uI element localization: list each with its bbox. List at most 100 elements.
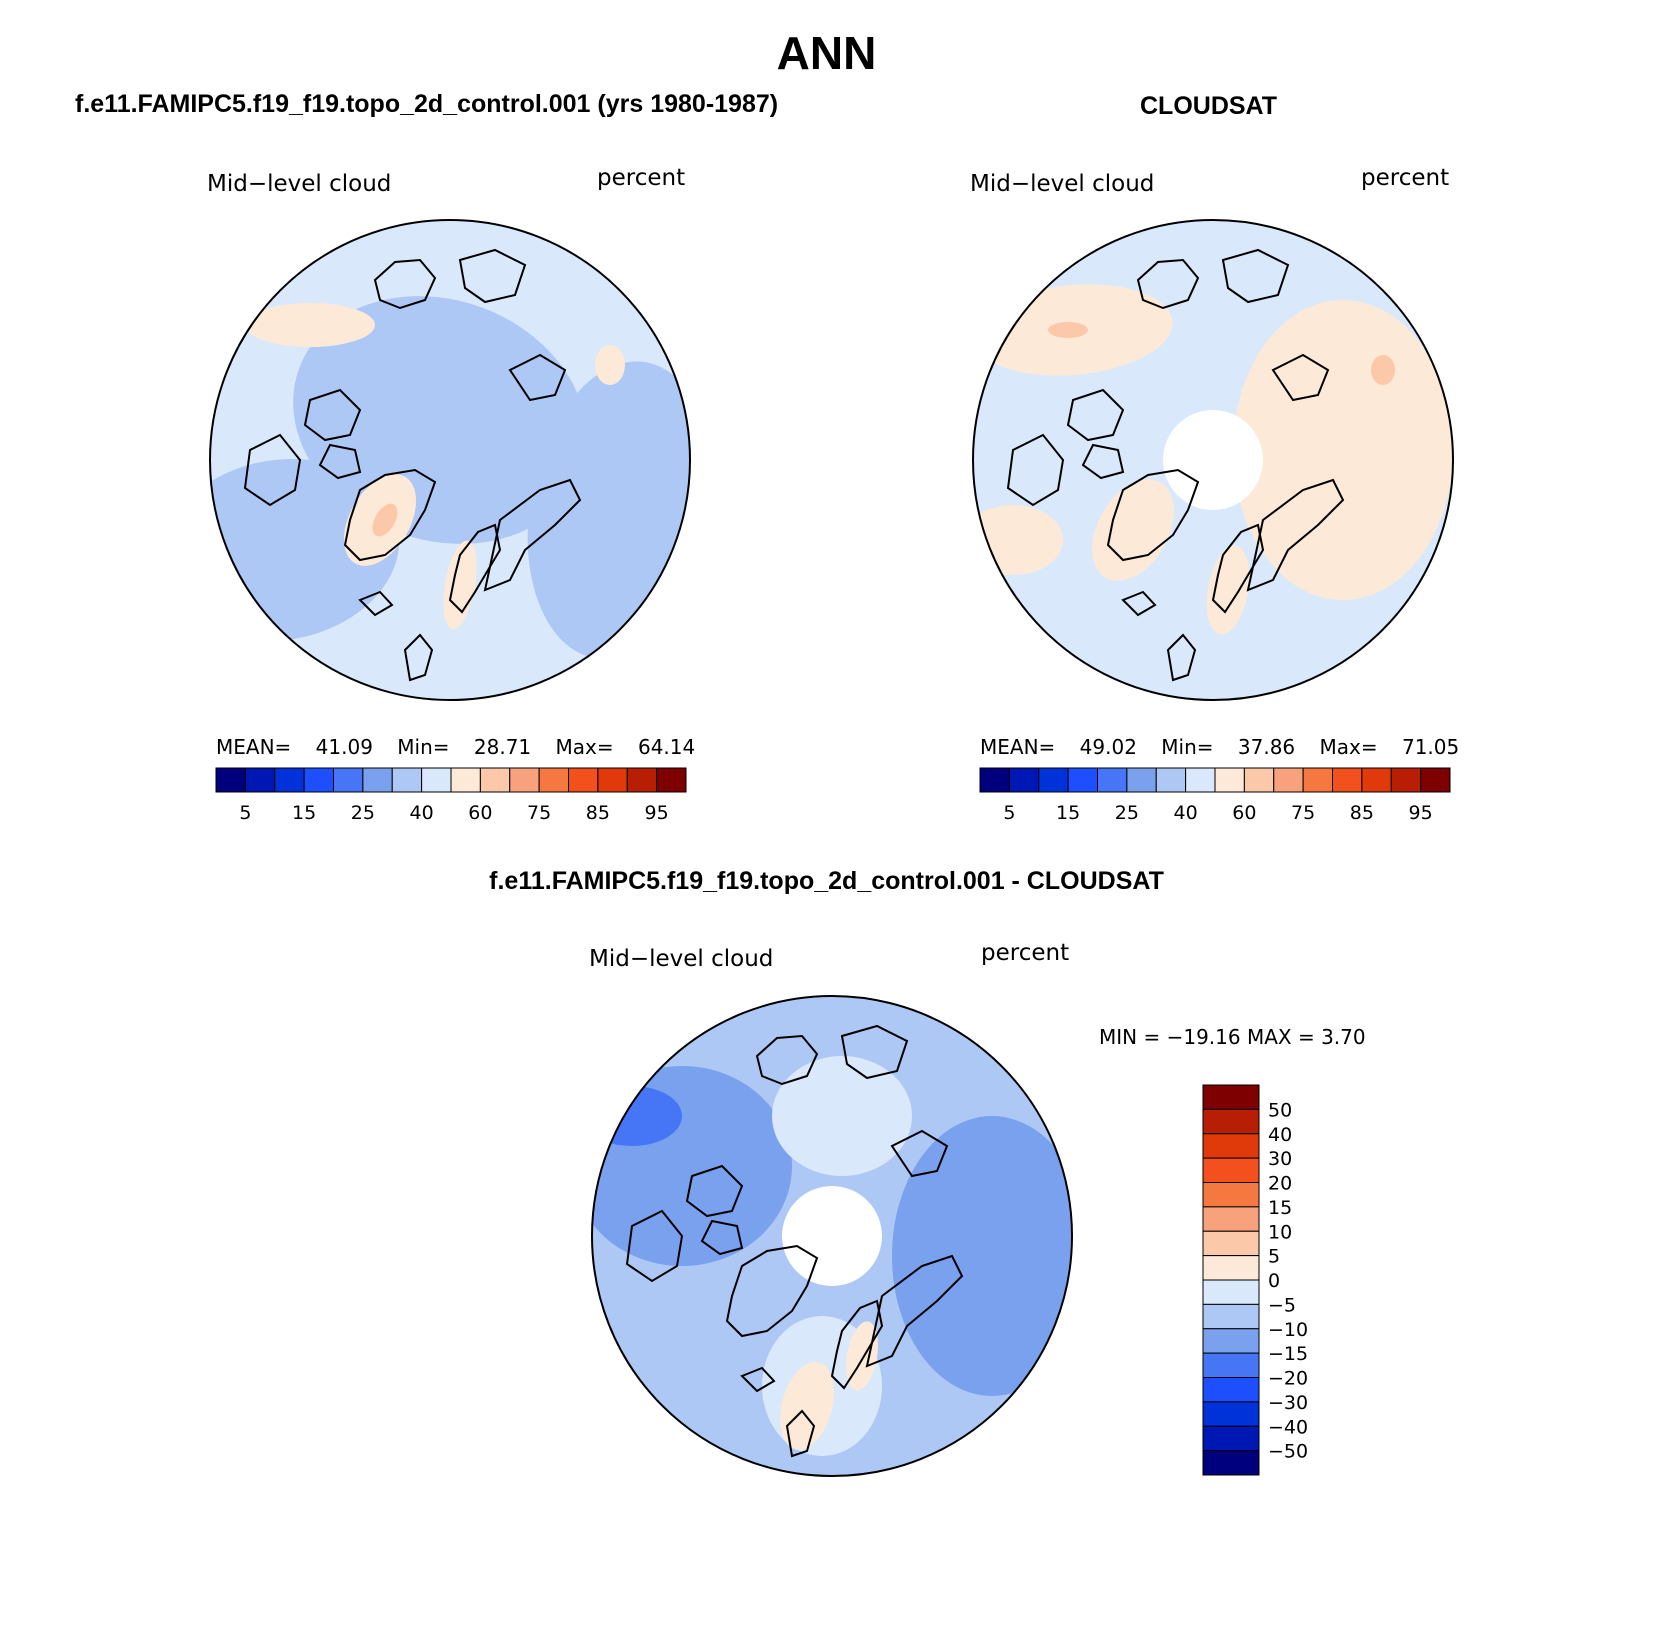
obs-colorbar-swatch-2 <box>1038 767 1069 793</box>
diff-colorbar-level-6: 5 <box>1268 1246 1280 1268</box>
model-min-value: 28.71 <box>473 735 532 759</box>
coastline-2 <box>1066 388 1125 442</box>
obs-colorbar-swatch-10 <box>1273 767 1304 793</box>
diff-colorbar-swatch-4 <box>1202 1182 1260 1208</box>
coastline-0 <box>725 1244 819 1338</box>
obs-units-label: percent <box>1361 165 1450 191</box>
model-max-value: 64.14 <box>637 735 696 759</box>
obs-min-label: Min= <box>1161 735 1214 759</box>
obs-colorbar-swatch-11 <box>1302 767 1333 793</box>
obs-colorbar-swatch-9 <box>1243 767 1275 793</box>
diff-colorbar-level-11: −20 <box>1268 1368 1308 1390</box>
model-colorbar-swatch-0 <box>215 767 246 793</box>
diff-colorbar-level-8: −5 <box>1268 1294 1296 1316</box>
obs-field-region-alaska <box>973 505 1063 575</box>
model-colorbar-swatch-15 <box>656 767 687 793</box>
obs-field-region-siberia-core <box>1371 355 1395 385</box>
diff-variable-label: Mid−level cloud <box>589 946 774 972</box>
model-colorbar-tick-3: 40 <box>410 802 434 824</box>
diff-colorbar-level-10: −15 <box>1268 1343 1308 1365</box>
coastline-6 <box>243 433 302 507</box>
obs-colorbar-tick-2: 25 <box>1115 802 1139 824</box>
obs-polar-map <box>972 219 1454 701</box>
obs-colorbar-tick-4: 60 <box>1232 802 1256 824</box>
obs-colorbar-tick-7: 95 <box>1409 802 1433 824</box>
model-mean-label: MEAN= <box>216 735 292 759</box>
diff-polar-map <box>591 995 1073 1477</box>
model-colorbar-swatch-11 <box>538 767 569 793</box>
model-colorbar-swatch-14 <box>626 767 658 793</box>
obs-mean-value: 49.02 <box>1079 735 1137 759</box>
diff-colorbar-level-14: −50 <box>1268 1441 1308 1463</box>
diff-colorbar-swatch-7 <box>1202 1255 1260 1281</box>
obs-colorbar-swatch-14 <box>1390 767 1422 793</box>
obs-mean-label: MEAN= <box>980 735 1056 759</box>
obs-colorbar-swatch-0 <box>979 767 1010 793</box>
coastline-9 <box>1246 478 1345 592</box>
model-field-region-siberia <box>595 345 625 385</box>
model-colorbar-swatch-13 <box>597 767 628 793</box>
diff-map-field <box>592 996 1072 1476</box>
coastline-2 <box>685 1164 744 1218</box>
obs-colorbar-swatch-5 <box>1126 767 1157 793</box>
diff-colorbar-swatch-11 <box>1202 1352 1260 1378</box>
coastline-7 <box>403 633 434 682</box>
diff-colorbar-swatch-10 <box>1202 1328 1260 1354</box>
coastline-8 <box>1121 590 1157 617</box>
coastline-0 <box>343 468 437 562</box>
model-colorbar-tick-0: 5 <box>239 802 251 824</box>
model-colorbar-tick-1: 15 <box>292 802 316 824</box>
coastline-4 <box>1136 258 1200 310</box>
obs-map-border <box>972 219 1454 701</box>
diff-panel-title: f.e11.FAMIPC5.f19_f19.topo_2d_control.00… <box>489 867 1164 895</box>
model-colorbar-tick-6: 85 <box>586 802 610 824</box>
model-stats: MEAN= 41.09 Min= 28.71 Max= 64.14 <box>216 735 695 759</box>
coastline-3 <box>318 443 362 480</box>
obs-max-label: Max= <box>1319 735 1378 759</box>
diff-colorbar-swatch-15 <box>1202 1450 1260 1476</box>
model-map-field <box>210 220 690 700</box>
coastline-5 <box>458 248 527 304</box>
model-colorbar-tick-2: 25 <box>351 802 375 824</box>
model-colorbar-tick-7: 95 <box>645 802 669 824</box>
obs-panel-title: CLOUDSAT <box>1140 92 1278 120</box>
diff-colorbar-level-4: 15 <box>1268 1197 1292 1219</box>
model-field-region-greenland-core <box>372 503 398 537</box>
coastline-2 <box>303 388 362 442</box>
obs-colorbar-tick-1: 15 <box>1056 802 1080 824</box>
coastline-7 <box>785 1409 816 1458</box>
obs-colorbar-swatch-3 <box>1067 767 1098 793</box>
model-colorbar-swatch-2 <box>274 767 305 793</box>
obs-field-region-siberia <box>1233 300 1453 600</box>
diff-colorbar-level-13: −40 <box>1268 1416 1308 1438</box>
model-colorbar-swatch-8 <box>450 767 481 793</box>
model-colorbar-swatch-10 <box>509 767 540 793</box>
model-variable-label: Mid−level cloud <box>207 171 392 197</box>
obs-colorbar-tick-0: 5 <box>1003 802 1015 824</box>
obs-max-value: 71.05 <box>1401 735 1460 759</box>
coastline-6 <box>1006 433 1065 507</box>
obs-map-field <box>973 220 1453 700</box>
coastline-9 <box>865 1254 964 1368</box>
model-max-label: Max= <box>555 735 614 759</box>
obs-colorbar-tick-3: 40 <box>1174 802 1198 824</box>
diff-colorbar-swatch-3 <box>1202 1157 1260 1183</box>
diff-colorbar-swatch-12 <box>1202 1377 1260 1403</box>
model-min-label: Min= <box>397 735 450 759</box>
diff-colorbar-level-5: 10 <box>1268 1221 1292 1243</box>
coastline-10 <box>1271 353 1330 402</box>
obs-colorbar-swatch-15 <box>1420 767 1451 793</box>
model-panel-title: f.e11.FAMIPC5.f19_f19.topo_2d_control.00… <box>75 90 779 118</box>
obs-colorbar-swatch-4 <box>1097 767 1128 793</box>
obs-colorbar: 5 15 25 40 60 75 85 95 <box>979 767 1451 824</box>
coastline-1 <box>448 523 502 614</box>
diff-colorbar-swatch-2 <box>1202 1133 1260 1159</box>
obs-colorbar-tick-5: 75 <box>1291 802 1315 824</box>
obs-variable-label: Mid−level cloud <box>970 171 1155 197</box>
coastline-1 <box>1211 523 1265 614</box>
obs-colorbar-tick-6: 85 <box>1350 802 1374 824</box>
coastline-3 <box>700 1219 744 1256</box>
diff-colorbar-level-9: −10 <box>1268 1319 1308 1341</box>
diff-colorbar-swatch-9 <box>1202 1303 1260 1330</box>
